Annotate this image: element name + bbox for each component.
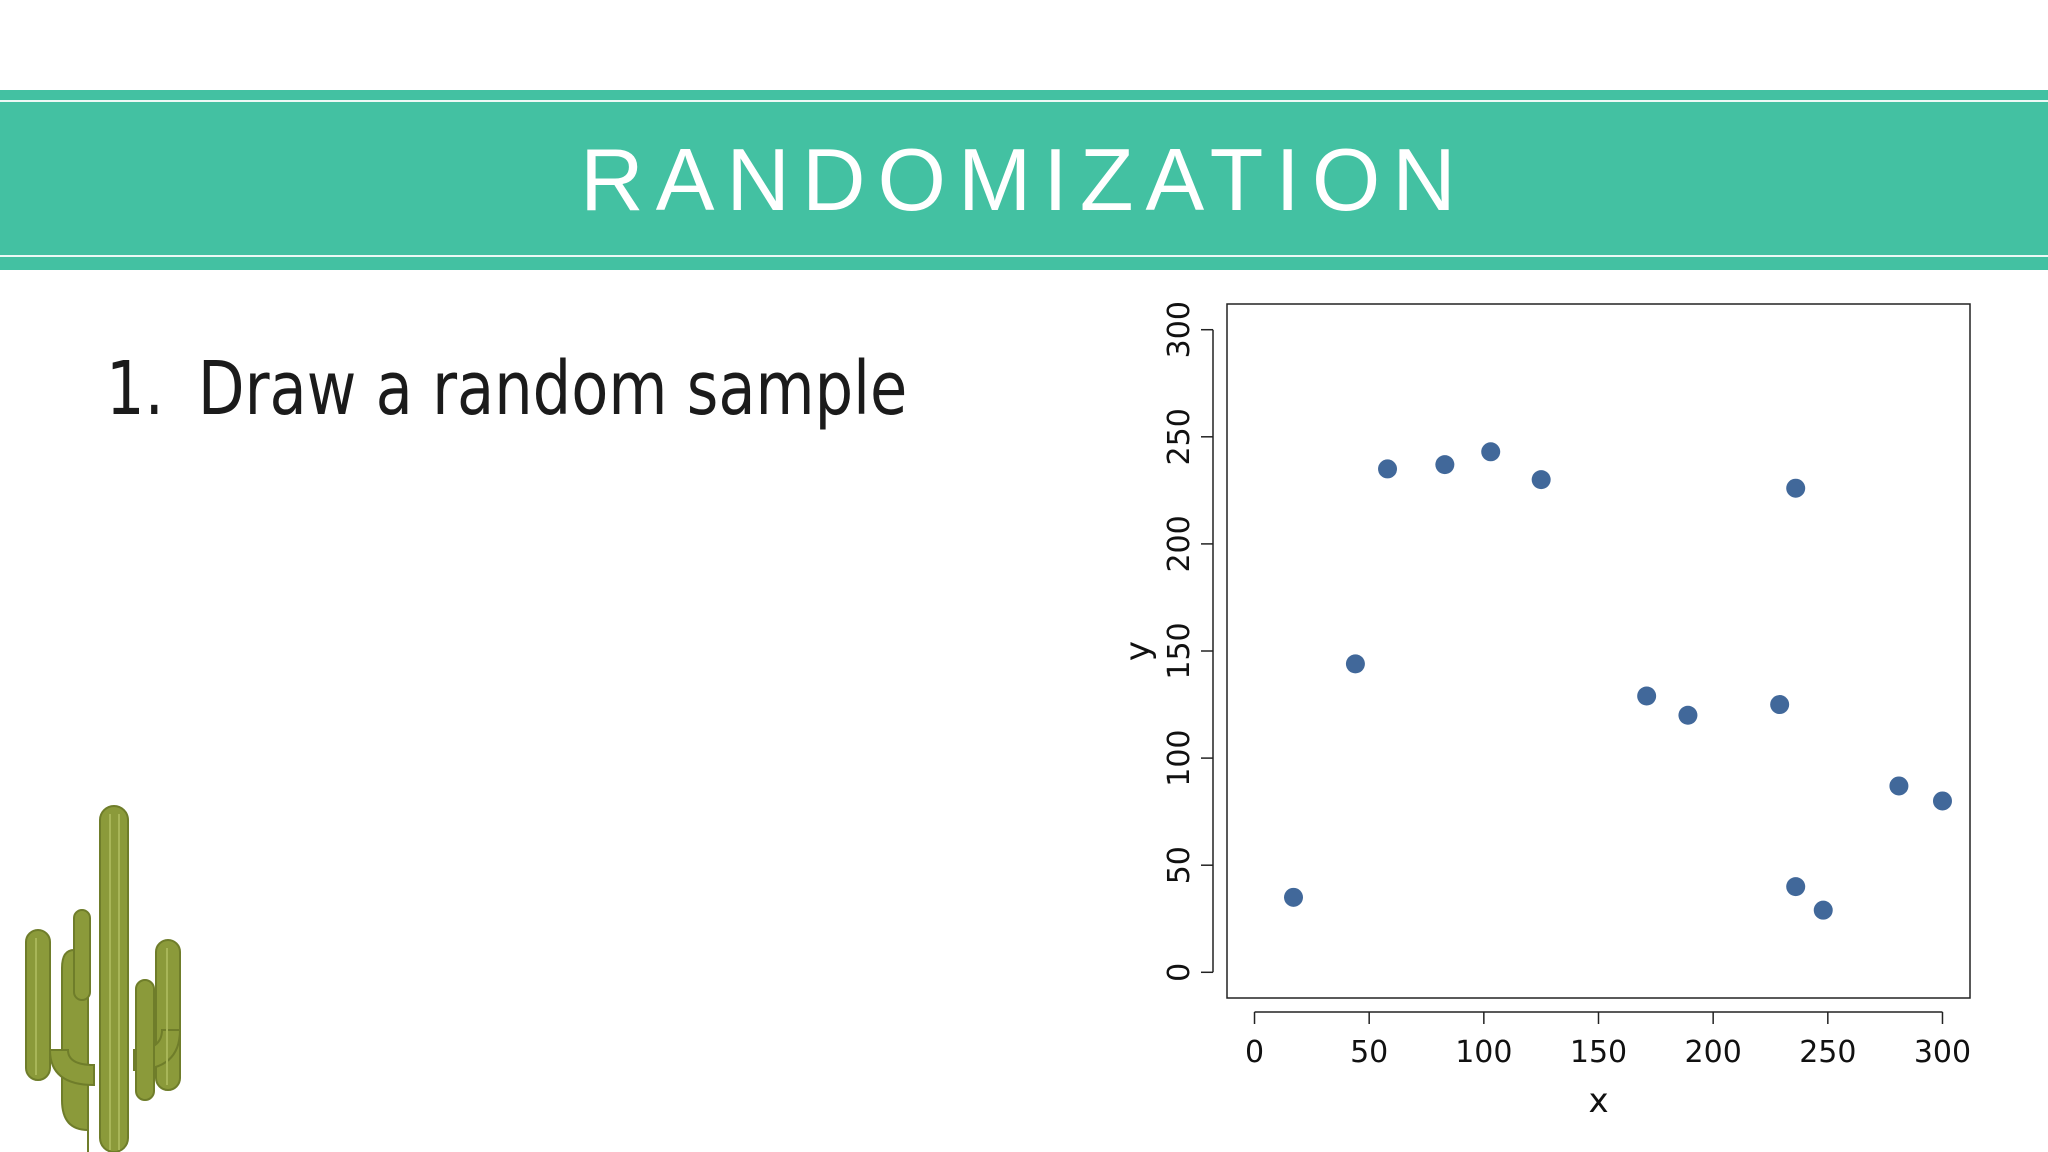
data-point <box>1531 470 1551 490</box>
x-axis-label: x <box>1588 1081 1608 1120</box>
data-point <box>1770 695 1790 715</box>
data-point <box>1378 459 1398 479</box>
y-tick-label: 150 <box>1162 622 1197 679</box>
data-point <box>1345 654 1365 674</box>
data-point <box>1637 686 1657 706</box>
scatter-chart: 0 50 100 150 200 250 300 x 0 50 100 150 200 250 300 y <box>1118 301 1971 1120</box>
y-tick-label: 0 <box>1162 963 1197 982</box>
slide-title: RANDOMIZATION <box>580 130 1468 229</box>
title-banner: RANDOMIZATION <box>0 90 2048 270</box>
plot-frame <box>1226 303 1971 999</box>
y-tick-label: 200 <box>1162 515 1197 572</box>
y-tick-label: 300 <box>1162 301 1197 358</box>
data-point <box>1284 887 1304 907</box>
y-axis-label: y <box>1118 641 1158 661</box>
data-point <box>1786 877 1806 897</box>
cactus-icon <box>25 805 182 1152</box>
banner-top-rule <box>0 100 2048 102</box>
banner-bottom-rule <box>0 255 2048 257</box>
data-point <box>1932 791 1952 811</box>
y-tick-label: 250 <box>1162 408 1197 465</box>
data-point <box>1813 900 1833 920</box>
data-point <box>1678 705 1698 725</box>
bullet-number: 1. <box>106 346 164 432</box>
x-tick-label: 200 <box>1685 1035 1742 1070</box>
x-tick-label: 50 <box>1350 1035 1388 1070</box>
x-tick-label: 250 <box>1799 1035 1856 1070</box>
x-tick-label: 100 <box>1455 1035 1512 1070</box>
data-point <box>1786 478 1806 498</box>
data-point <box>1889 776 1909 796</box>
x-tick-label: 0 <box>1245 1035 1264 1070</box>
x-tick-label: 300 <box>1914 1035 1971 1070</box>
y-tick-label: 100 <box>1162 729 1197 786</box>
x-tick-label: 150 <box>1570 1035 1627 1070</box>
bullet-text: Draw a random sample <box>197 346 908 432</box>
bullet-item: 1. Draw a random sample <box>106 352 907 426</box>
y-tick-label: 50 <box>1162 846 1197 884</box>
data-point <box>1435 455 1455 475</box>
data-point <box>1481 442 1501 462</box>
